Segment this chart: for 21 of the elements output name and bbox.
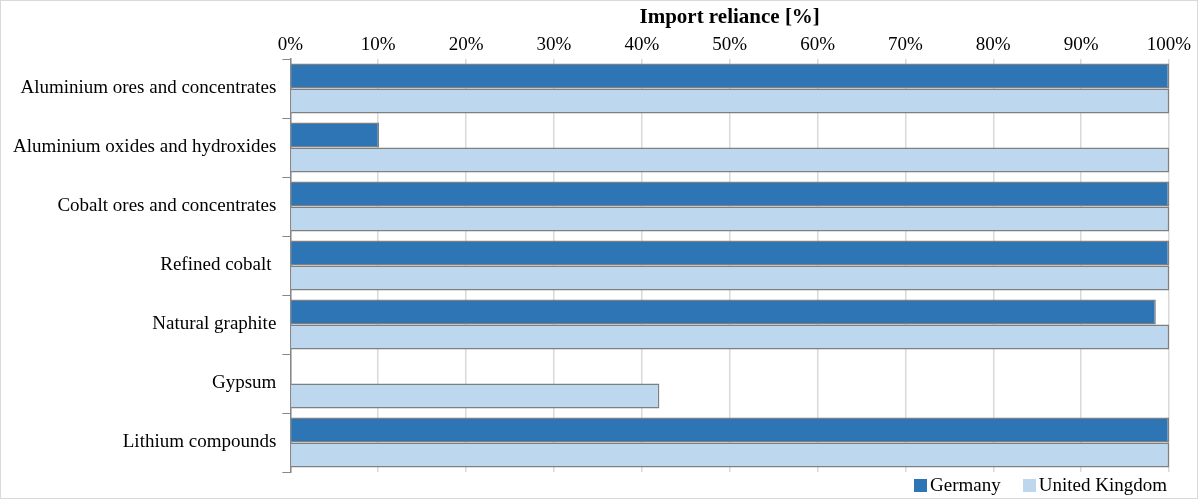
x-tick-label: 30% [536, 32, 572, 54]
x-tick-label: 60% [800, 32, 836, 54]
x-tick-label: 90% [1063, 32, 1099, 54]
x-tick-label: 50% [712, 32, 748, 54]
y-tick-label: Gypsum [211, 371, 277, 393]
y-tick-label: Refined cobalt [160, 253, 277, 275]
x-tick-label: 100% [1146, 32, 1192, 54]
x-axis-title: Import reliance [%] [639, 4, 820, 29]
x-tick-label: 0% [277, 32, 304, 54]
y-tick-label: Cobalt ores and concentrates [57, 194, 277, 216]
y-tick-label: Aluminium oxides and hydroxides [12, 135, 277, 157]
x-tick-label: 40% [624, 32, 660, 54]
legend-label: United Kingdom [1038, 474, 1167, 496]
y-tick-label: Natural graphite [152, 312, 277, 334]
x-tick-label: 10% [360, 32, 396, 54]
x-tick-label: 20% [448, 32, 484, 54]
y-tick-label: Aluminium ores and concentrates [20, 76, 277, 98]
y-tick-label: Lithium compounds [122, 430, 277, 452]
x-tick-label: 80% [975, 32, 1011, 54]
legend-label: Germany [930, 474, 1001, 496]
x-tick-label: 70% [887, 32, 923, 54]
